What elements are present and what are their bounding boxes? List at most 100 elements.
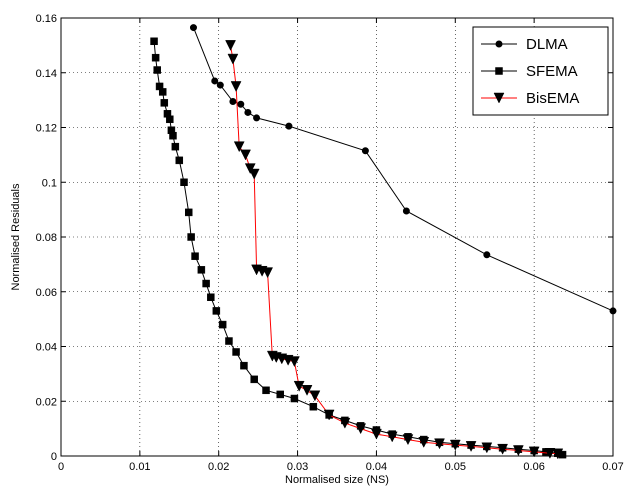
x-tick-label: 0.01 (129, 461, 150, 473)
axis-ticks: 0 0.01 0.02 0.03 0.04 0.05 0.06 0.07 0 0.02 0.04 0.… (36, 13, 624, 473)
x-tick-label: 0.03 (287, 461, 308, 473)
data-point-sfema (309, 402, 318, 411)
data-point-sfema (232, 348, 240, 356)
y-tick-label: 0 (51, 451, 57, 463)
data-point-bisema (225, 40, 236, 51)
data-point-bisema (371, 428, 382, 440)
data-point-sfema (290, 394, 299, 403)
data-point-sfema (250, 375, 258, 384)
legend-label-dlma: DLMA (526, 36, 568, 53)
data-point-sfema (212, 307, 221, 315)
data-point-bisema (418, 437, 430, 448)
data-point-sfema (225, 337, 233, 345)
data-point-sfema (169, 131, 177, 140)
data-point-bisema (434, 438, 445, 450)
data-point-dlma (237, 100, 245, 108)
legend-entry-sfema: SFEMA (481, 63, 578, 80)
data-point-bisema (230, 81, 242, 92)
data-point-dlma (253, 114, 261, 122)
data-point-sfema (175, 156, 184, 165)
data-point-bisema (512, 445, 524, 457)
data-point-bisema (544, 448, 556, 459)
legend-marker-bisema (493, 92, 505, 104)
data-point-sfema (184, 208, 193, 217)
data-point-dlma (402, 207, 410, 215)
data-point-bisema (244, 163, 256, 175)
data-point-dlma (216, 81, 224, 89)
legend-entries: DLMA SFEMA BisEMA (481, 36, 579, 107)
data-point-bisema (386, 431, 398, 443)
x-tick-label: 0.02 (208, 461, 229, 473)
data-point-sfema (151, 53, 160, 62)
series-layer (150, 24, 617, 460)
x-tick-label: 0.05 (445, 461, 466, 473)
data-point-bisema (552, 448, 564, 460)
data-point-bisema (355, 423, 367, 435)
data-point-sfema (150, 37, 158, 46)
data-point-bisema (481, 442, 493, 454)
data-point-bisema (240, 149, 251, 161)
y-tick-label: 0.14 (36, 68, 57, 80)
y-tick-label: 0.06 (36, 287, 57, 299)
data-point-bisema (233, 141, 245, 153)
data-point-sfema (207, 293, 215, 301)
data-point-sfema (202, 279, 210, 288)
data-point-bisema (293, 380, 305, 392)
series-line-sfema (153, 41, 563, 456)
data-point-dlma (285, 122, 293, 130)
legend: DLMA SFEMA BisEMA (472, 26, 609, 116)
legend-marker-dlma (495, 40, 503, 48)
data-point-bisema (301, 385, 313, 396)
data-point-sfema (191, 252, 199, 260)
data-point-sfema (276, 390, 284, 399)
legend-entry-bisema: BisEMA (481, 90, 579, 107)
data-point-bisema (227, 53, 239, 65)
y-axis-label: Normalised Residuals (10, 183, 22, 290)
data-point-bisema (465, 441, 477, 452)
y-tick-label: 0.16 (36, 13, 57, 25)
data-point-sfema (218, 320, 227, 329)
legend-label-bisema: BisEMA (526, 90, 579, 107)
data-point-bisema (402, 434, 414, 446)
data-point-bisema (528, 446, 540, 458)
data-point-sfema (262, 386, 270, 395)
legend-marker-sfema (495, 67, 503, 75)
data-point-bisema (309, 390, 321, 402)
series-dlma (189, 24, 617, 315)
data-point-dlma (609, 307, 617, 315)
data-point-bisema (262, 267, 274, 279)
y-tick-label: 0.1 (42, 177, 57, 189)
legend-entry-dlma: DLMA (481, 36, 568, 53)
data-point-dlma (211, 77, 219, 85)
data-point-sfema (180, 178, 188, 186)
y-tick-label: 0.04 (36, 342, 57, 354)
data-point-sfema (171, 142, 180, 151)
data-point-sfema (240, 361, 248, 370)
x-tick-label: 0.04 (366, 461, 387, 473)
data-point-bisema (449, 439, 461, 451)
y-tick-label: 0.02 (36, 396, 57, 408)
data-point-bisema (497, 443, 509, 455)
data-point-sfema (197, 266, 206, 274)
data-point-dlma (483, 251, 491, 259)
data-point-dlma (229, 97, 237, 105)
series-bisema (225, 40, 564, 460)
data-point-dlma (361, 147, 369, 155)
x-axis-label: Normalised size (NS) (285, 474, 389, 486)
data-point-bisema (248, 168, 260, 180)
data-point-sfema (158, 88, 167, 96)
x-tick-label: 0.07 (602, 461, 623, 473)
data-point-sfema (166, 115, 174, 124)
data-point-dlma (189, 24, 197, 32)
y-tick-label: 0.12 (36, 123, 57, 135)
y-tick-label: 0.08 (36, 232, 57, 244)
data-point-bisema (339, 417, 351, 429)
x-tick-label: 0.06 (523, 461, 544, 473)
data-point-sfema (187, 233, 195, 241)
data-point-dlma (244, 108, 252, 116)
data-point-sfema (160, 99, 169, 107)
data-point-bisema (289, 356, 300, 368)
x-tick-label: 0 (58, 461, 64, 473)
